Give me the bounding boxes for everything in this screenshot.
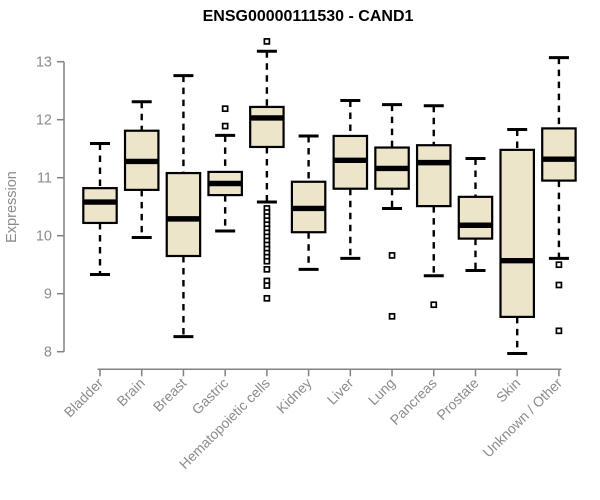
box-rect: [499, 148, 536, 318]
outlier-point: [263, 257, 271, 265]
outlier-point: [263, 265, 271, 273]
box-rect: [457, 195, 494, 240]
x-tick-label: Unknown / Other: [479, 375, 565, 461]
outlier-point: [263, 38, 271, 45]
x-tick-label: Prostate: [433, 375, 481, 423]
outlier-point: [221, 122, 229, 130]
outlier-point: [555, 261, 563, 269]
outlier-point: [388, 312, 396, 320]
outlier-point: [388, 252, 396, 259]
box-rect: [415, 144, 452, 208]
y-axis-label: Expression: [4, 171, 20, 243]
outlier-point: [263, 282, 271, 289]
x-tick-label: Liver: [324, 375, 357, 408]
x-tick-label: Brain: [113, 375, 147, 409]
x-tick-label: Kidney: [273, 375, 315, 417]
box-rect: [82, 187, 118, 225]
y-tick-label: 10: [36, 229, 52, 245]
box-rect: [541, 127, 577, 182]
y-tick-label: 12: [36, 113, 52, 129]
outlier-point: [555, 327, 563, 335]
box-rect: [165, 171, 202, 258]
y-tick-label: 11: [37, 171, 52, 187]
outlier-point: [555, 281, 563, 289]
outlier-point: [221, 105, 229, 113]
chart-title: ENSG00000111530 - CAND1: [203, 8, 414, 25]
y-tick-label: 9: [44, 287, 52, 303]
outlier-point: [430, 301, 438, 309]
x-tick-label: Breast: [150, 375, 190, 415]
y-tick-label: 13: [36, 55, 52, 71]
box-rect: [249, 105, 285, 149]
x-tick-label: Bladder: [61, 375, 107, 421]
y-tick-label: 8: [44, 345, 52, 361]
x-tick-label: Skin: [493, 375, 524, 406]
outlier-point: [263, 294, 271, 302]
x-tick-label: Lung: [365, 375, 398, 408]
